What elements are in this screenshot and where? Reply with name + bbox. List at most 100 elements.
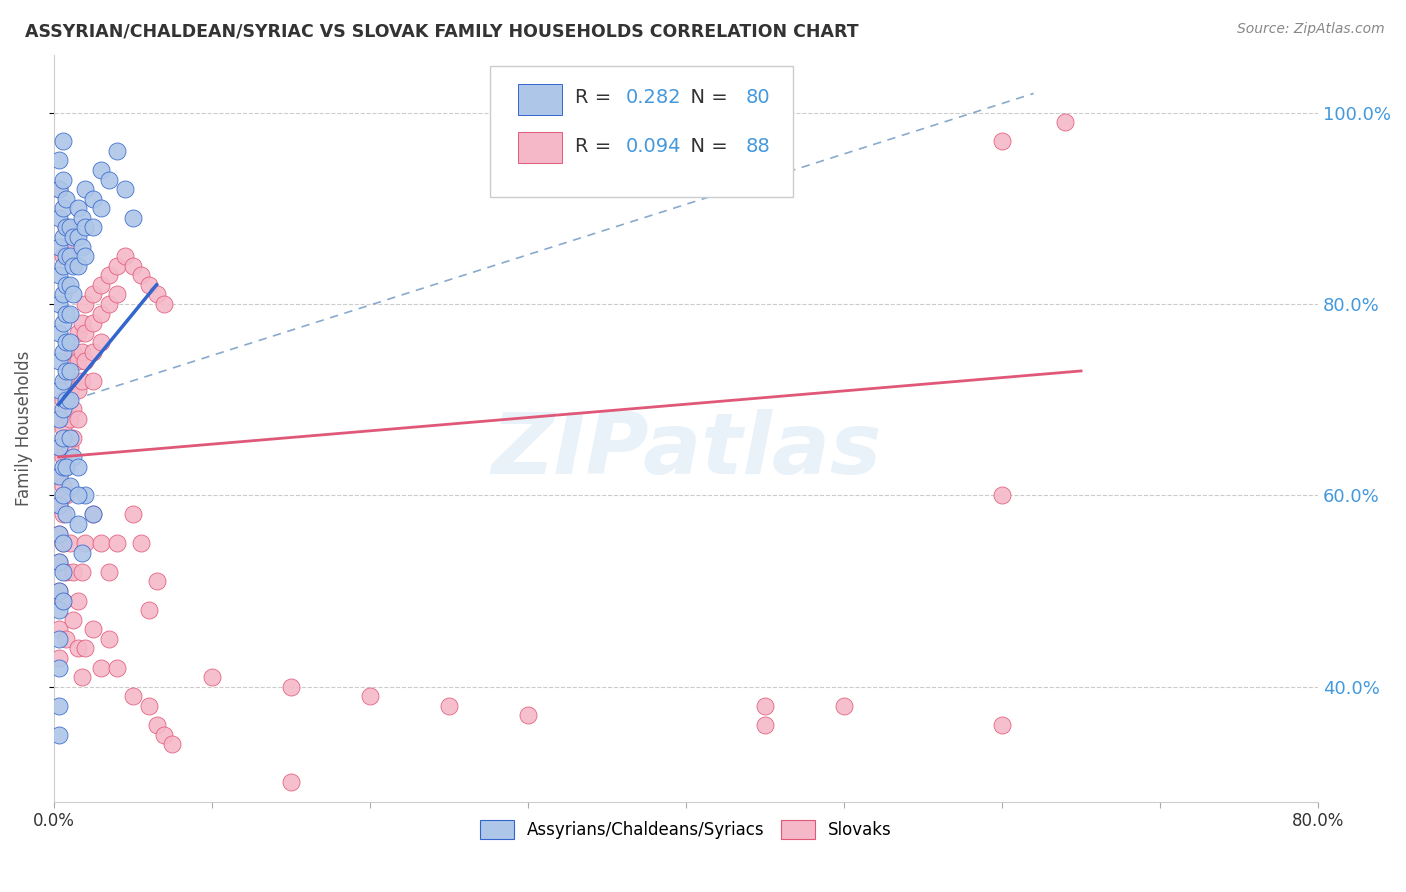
- Text: Source: ZipAtlas.com: Source: ZipAtlas.com: [1237, 22, 1385, 37]
- Point: [48, 498, 70, 512]
- Point: [48, 698, 70, 713]
- Point: [55, 364, 77, 378]
- Point: [62, 344, 84, 359]
- Text: 88: 88: [745, 136, 770, 156]
- Point: [52, 287, 75, 301]
- Point: [55, 306, 77, 320]
- Point: [832, 698, 855, 713]
- Point: [48, 660, 70, 674]
- Point: [59, 249, 82, 263]
- Point: [82, 220, 104, 235]
- Point: [991, 718, 1014, 732]
- Point: [82, 623, 104, 637]
- Point: [52, 479, 75, 493]
- Point: [72, 211, 94, 225]
- Point: [48, 632, 70, 646]
- Point: [75, 488, 97, 502]
- Point: [280, 680, 302, 694]
- Text: N =: N =: [679, 136, 734, 156]
- Point: [52, 259, 75, 273]
- Point: [75, 326, 97, 340]
- Point: [59, 383, 82, 397]
- Point: [48, 584, 70, 599]
- Point: [754, 718, 776, 732]
- Point: [201, 670, 224, 684]
- Point: [55, 508, 77, 522]
- Point: [52, 316, 75, 330]
- Point: [48, 268, 70, 283]
- Point: [82, 192, 104, 206]
- Point: [62, 230, 84, 244]
- Point: [48, 584, 70, 599]
- Point: [48, 469, 70, 483]
- Point: [55, 192, 77, 206]
- Point: [48, 354, 70, 368]
- Point: [75, 536, 97, 550]
- Point: [75, 297, 97, 311]
- Point: [114, 182, 136, 196]
- Point: [90, 660, 112, 674]
- Point: [52, 134, 75, 148]
- Point: [48, 411, 70, 425]
- Point: [82, 374, 104, 388]
- Point: [991, 488, 1014, 502]
- Text: R =: R =: [575, 136, 617, 156]
- Point: [66, 354, 89, 368]
- Text: ZIPatlas: ZIPatlas: [491, 409, 882, 492]
- Point: [82, 344, 104, 359]
- Point: [66, 517, 89, 532]
- Point: [52, 344, 75, 359]
- Point: [52, 421, 75, 435]
- Point: [52, 402, 75, 417]
- Point: [105, 660, 128, 674]
- Bar: [517, 84, 562, 115]
- Point: [48, 623, 70, 637]
- Point: [62, 287, 84, 301]
- Point: [66, 383, 89, 397]
- Point: [52, 249, 75, 263]
- Point: [48, 526, 70, 541]
- Point: [59, 536, 82, 550]
- Point: [98, 172, 121, 186]
- Point: [48, 651, 70, 665]
- Point: [59, 479, 82, 493]
- Point: [48, 211, 70, 225]
- Point: [55, 335, 77, 350]
- Point: [66, 593, 89, 607]
- Point: [66, 641, 89, 656]
- Point: [991, 134, 1014, 148]
- Point: [105, 144, 128, 158]
- Point: [90, 201, 112, 215]
- Point: [48, 498, 70, 512]
- Point: [55, 249, 77, 263]
- Point: [62, 402, 84, 417]
- Point: [162, 737, 184, 751]
- FancyBboxPatch shape: [491, 66, 793, 197]
- Point: [98, 268, 121, 283]
- Point: [48, 182, 70, 196]
- Point: [55, 632, 77, 646]
- Point: [55, 459, 77, 474]
- Point: [75, 220, 97, 235]
- Point: [145, 574, 167, 589]
- Point: [59, 239, 82, 253]
- Point: [48, 603, 70, 617]
- Point: [52, 172, 75, 186]
- Point: [516, 708, 538, 723]
- Point: [48, 297, 70, 311]
- Bar: [517, 132, 562, 163]
- Point: [114, 249, 136, 263]
- Point: [55, 277, 77, 292]
- Point: [52, 488, 75, 502]
- Point: [359, 823, 381, 838]
- Point: [90, 335, 112, 350]
- Point: [72, 374, 94, 388]
- Point: [75, 249, 97, 263]
- Point: [59, 335, 82, 350]
- Point: [52, 459, 75, 474]
- Point: [59, 277, 82, 292]
- Point: [62, 374, 84, 388]
- Point: [105, 536, 128, 550]
- Point: [105, 287, 128, 301]
- Point: [52, 431, 75, 445]
